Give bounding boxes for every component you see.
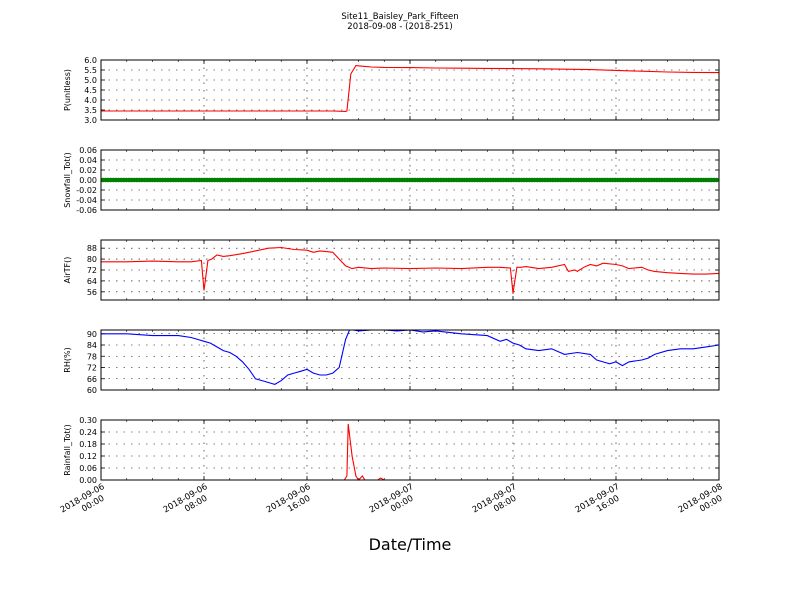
y-tick-label: 4.5 (84, 86, 97, 95)
y-tick-label: -0.04 (76, 196, 97, 205)
y-tick-label: 88 (87, 244, 97, 253)
y-tick-label: 66 (87, 375, 97, 384)
plot-frame (100, 239, 720, 301)
y-tick-label: 0.18 (79, 440, 97, 449)
y-tick-label: 0.06 (79, 146, 97, 155)
y-tick-label: 80 (87, 255, 97, 264)
chart-subtitle: 2018-09-08 - (2018-251) (347, 22, 452, 32)
y-tick-label: -0.06 (76, 206, 97, 215)
x-tick-label: 2018-09-0600:00 (59, 482, 112, 524)
plot-frame (100, 149, 720, 211)
y-tick-label: 3.0 (84, 116, 97, 125)
y-tick-label: 56 (87, 288, 97, 297)
y-tick-label: 4.0 (84, 96, 97, 105)
y-tick-label: 0.12 (79, 452, 97, 461)
y-tick-label: 60 (87, 386, 97, 395)
y-tick-label: 72 (87, 364, 97, 373)
y-tick-label: 0.04 (79, 156, 97, 165)
chart-title: Site11_Baisley_Park_Fifteen (341, 12, 458, 22)
x-tick-label: 2018-09-0708:00 (471, 482, 524, 524)
subplot-5: 0.00 0.06 0.12 0.18 0.24 0.30 Rainfall_Tot() (63, 416, 720, 485)
y-tick-label: -0.02 (76, 186, 97, 195)
y-tick-label: 3.5 (84, 106, 97, 115)
series-line (101, 423, 719, 481)
y-axis-label: Snowfall_Tot() (63, 152, 72, 208)
x-tick-label: 2018-09-0616:00 (265, 482, 318, 524)
y-tick-label: 78 (87, 352, 97, 361)
y-tick-label: 0.02 (79, 166, 97, 175)
y-tick-label: 6.0 (84, 56, 97, 65)
series-line (101, 65, 720, 112)
y-axis-label: AirTF() (63, 257, 72, 284)
y-tick-label: 5.0 (84, 76, 97, 85)
series-line (101, 246, 720, 294)
y-tick-label: 0.00 (79, 476, 97, 485)
y-axis-label: RH(%) (63, 347, 72, 372)
subplot-2: -0.06-0.04-0.020.000.020.040.06 Snowfall_… (63, 146, 720, 215)
y-tick-label: 72 (87, 266, 97, 275)
y-tick-label: 5.5 (84, 66, 97, 75)
x-tick-label: 2018-09-0800:00 (677, 482, 730, 524)
subplot-4: 60 66 72 78 84 90 RH(%) (63, 329, 720, 395)
x-tick-label: 2018-09-0700:00 (368, 482, 421, 524)
y-axis-label: P(unitless) (63, 69, 72, 111)
x-axis-label: Date/Time (369, 535, 452, 554)
y-axis-label: Rainfall_Tot() (63, 424, 72, 476)
subplot-3: 56 64 72 80 88 AirTF() (63, 239, 720, 301)
y-tick-label: 0.00 (79, 176, 97, 185)
y-tick-label: 84 (87, 341, 97, 350)
plot-frame (100, 419, 720, 481)
plot-frame (100, 329, 720, 391)
y-tick-label: 0.24 (79, 428, 97, 437)
y-tick-label: 0.30 (79, 416, 97, 425)
y-tick-label: 90 (87, 330, 97, 339)
x-axis-tick-labels: 2018-09-0600:00 2018-09-0608:00 2018-09-06… (59, 482, 730, 524)
y-tick-label: 0.06 (79, 464, 97, 473)
y-tick-label: 64 (87, 277, 97, 286)
plot-frame (100, 59, 720, 121)
series-marker (714, 177, 719, 183)
subplot-1: 3.03.54.04.55.05.56.0 P(unitless) (63, 56, 720, 125)
x-tick-label: 2018-09-0608:00 (162, 482, 215, 524)
x-tick-label: 2018-09-0716:00 (574, 482, 627, 524)
subplot-panels: 3.03.54.04.55.05.56.0P(unitless)-0.06-0.… (63, 56, 720, 485)
